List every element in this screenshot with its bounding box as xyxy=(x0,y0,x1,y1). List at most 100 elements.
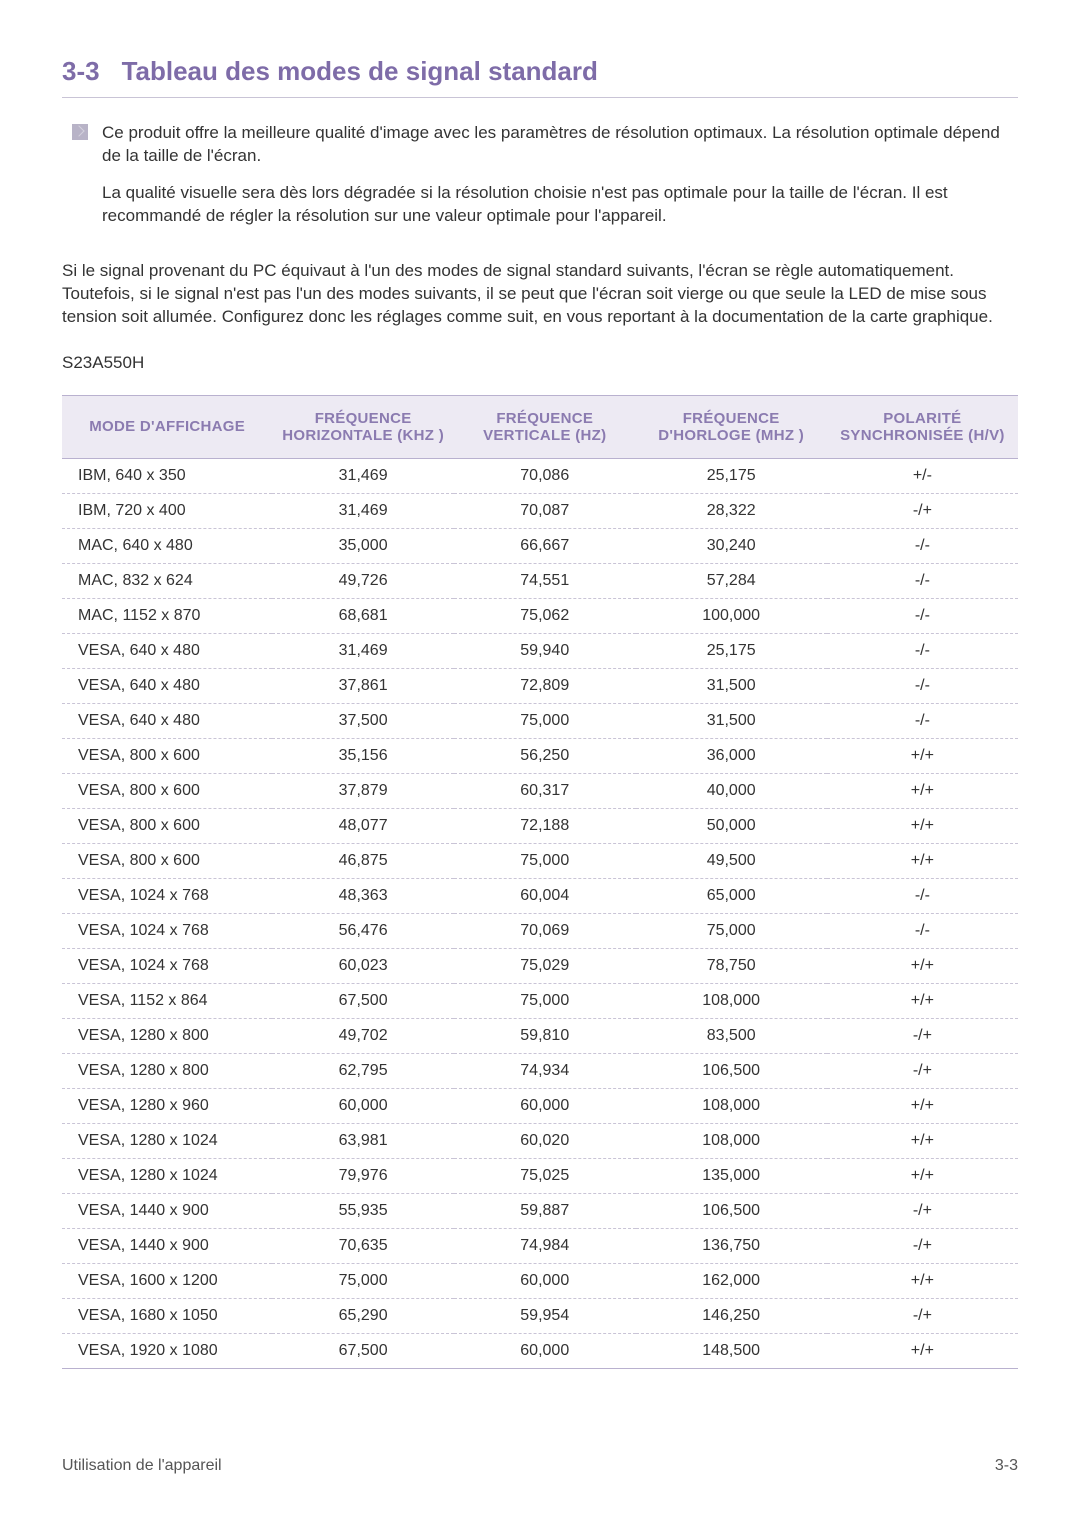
table-cell: 74,934 xyxy=(454,1053,636,1088)
table-cell: -/- xyxy=(827,668,1018,703)
table-cell: -/- xyxy=(827,528,1018,563)
table-cell: VESA, 800 x 600 xyxy=(62,773,272,808)
table-cell: 148,500 xyxy=(636,1333,827,1368)
table-cell: +/+ xyxy=(827,948,1018,983)
model-label: S23A550H xyxy=(62,353,1018,373)
table-cell: 48,077 xyxy=(272,808,454,843)
table-cell: 60,000 xyxy=(454,1088,636,1123)
table-row: VESA, 800 x 60037,87960,31740,000+/+ xyxy=(62,773,1018,808)
table-cell: 108,000 xyxy=(636,983,827,1018)
table-cell: 72,188 xyxy=(454,808,636,843)
table-cell: VESA, 1440 x 900 xyxy=(62,1228,272,1263)
table-cell: +/+ xyxy=(827,1263,1018,1298)
table-row: VESA, 1440 x 90055,93559,887106,500-/+ xyxy=(62,1193,1018,1228)
table-cell: 74,551 xyxy=(454,563,636,598)
table-cell: 59,940 xyxy=(454,633,636,668)
table-cell: 31,500 xyxy=(636,668,827,703)
table-cell: VESA, 1680 x 1050 xyxy=(62,1298,272,1333)
table-cell: 75,025 xyxy=(454,1158,636,1193)
table-cell: 28,322 xyxy=(636,493,827,528)
table-cell: 136,750 xyxy=(636,1228,827,1263)
section-number: 3-3 xyxy=(62,56,100,87)
table-row: VESA, 1024 x 76856,47670,06975,000-/- xyxy=(62,913,1018,948)
table-cell: VESA, 1280 x 1024 xyxy=(62,1123,272,1158)
table-cell: 135,000 xyxy=(636,1158,827,1193)
table-cell: 46,875 xyxy=(272,843,454,878)
table-cell: VESA, 800 x 600 xyxy=(62,843,272,878)
table-cell: 31,500 xyxy=(636,703,827,738)
table-cell: -/+ xyxy=(827,1228,1018,1263)
table-cell: 36,000 xyxy=(636,738,827,773)
table-cell: 37,500 xyxy=(272,703,454,738)
signal-table: MODE D'AFFICHAGEFRÉQUENCE HORIZONTALE (K… xyxy=(62,395,1018,1369)
table-cell: 75,000 xyxy=(454,843,636,878)
table-cell: 60,020 xyxy=(454,1123,636,1158)
table-row: VESA, 640 x 48031,46959,94025,175-/- xyxy=(62,633,1018,668)
table-row: VESA, 1280 x 80049,70259,81083,500-/+ xyxy=(62,1018,1018,1053)
table-cell: -/- xyxy=(827,598,1018,633)
table-cell: MAC, 832 x 624 xyxy=(62,563,272,598)
table-cell: VESA, 640 x 480 xyxy=(62,703,272,738)
table-cell: 59,810 xyxy=(454,1018,636,1053)
page-footer: Utilisation de l'appareil 3-3 xyxy=(62,1457,1018,1475)
table-cell: 67,500 xyxy=(272,983,454,1018)
table-row: VESA, 640 x 48037,86172,80931,500-/- xyxy=(62,668,1018,703)
table-cell: 59,887 xyxy=(454,1193,636,1228)
table-cell: -/- xyxy=(827,563,1018,598)
table-cell: 37,861 xyxy=(272,668,454,703)
table-cell: +/+ xyxy=(827,1158,1018,1193)
table-cell: 60,000 xyxy=(454,1333,636,1368)
table-row: VESA, 1152 x 86467,50075,000108,000+/+ xyxy=(62,983,1018,1018)
table-cell: 65,290 xyxy=(272,1298,454,1333)
table-row: VESA, 1024 x 76848,36360,00465,000-/- xyxy=(62,878,1018,913)
table-cell: 146,250 xyxy=(636,1298,827,1333)
table-cell: -/- xyxy=(827,633,1018,668)
table-cell: 35,000 xyxy=(272,528,454,563)
table-cell: 49,702 xyxy=(272,1018,454,1053)
table-row: VESA, 1280 x 80062,79574,934106,500-/+ xyxy=(62,1053,1018,1088)
table-row: VESA, 640 x 48037,50075,00031,500-/- xyxy=(62,703,1018,738)
table-cell: 50,000 xyxy=(636,808,827,843)
table-cell: +/- xyxy=(827,458,1018,493)
table-cell: MAC, 1152 x 870 xyxy=(62,598,272,633)
table-cell: -/+ xyxy=(827,1298,1018,1333)
table-header-row: MODE D'AFFICHAGEFRÉQUENCE HORIZONTALE (K… xyxy=(62,395,1018,458)
table-cell: 30,240 xyxy=(636,528,827,563)
table-cell: +/+ xyxy=(827,1088,1018,1123)
table-header-cell: FRÉQUENCE D'HORLOGE (MHZ ) xyxy=(636,395,827,458)
table-cell: 59,954 xyxy=(454,1298,636,1333)
note-text: Ce produit offre la meilleure qualité d'… xyxy=(102,122,1018,242)
table-cell: 108,000 xyxy=(636,1088,827,1123)
table-cell: 66,667 xyxy=(454,528,636,563)
table-cell: VESA, 1152 x 864 xyxy=(62,983,272,1018)
table-row: IBM, 640 x 35031,46970,08625,175+/- xyxy=(62,458,1018,493)
table-cell: 74,984 xyxy=(454,1228,636,1263)
table-cell: 62,795 xyxy=(272,1053,454,1088)
table-cell: 108,000 xyxy=(636,1123,827,1158)
table-cell: 40,000 xyxy=(636,773,827,808)
table-row: IBM, 720 x 40031,46970,08728,322-/+ xyxy=(62,493,1018,528)
footer-right: 3-3 xyxy=(995,1457,1018,1475)
note-block: Ce produit offre la meilleure qualité d'… xyxy=(72,122,1018,242)
table-cell: 78,750 xyxy=(636,948,827,983)
table-header-cell: FRÉQUENCE VERTICALE (HZ) xyxy=(454,395,636,458)
table-row: VESA, 1440 x 90070,63574,984136,750-/+ xyxy=(62,1228,1018,1263)
table-cell: 75,000 xyxy=(272,1263,454,1298)
footer-left: Utilisation de l'appareil xyxy=(62,1457,222,1475)
table-cell: VESA, 1920 x 1080 xyxy=(62,1333,272,1368)
table-cell: 100,000 xyxy=(636,598,827,633)
table-cell: VESA, 800 x 600 xyxy=(62,738,272,773)
table-cell: +/+ xyxy=(827,808,1018,843)
table-cell: +/+ xyxy=(827,738,1018,773)
note-paragraph-1: Ce produit offre la meilleure qualité d'… xyxy=(102,122,1018,168)
table-cell: 31,469 xyxy=(272,493,454,528)
table-cell: 70,086 xyxy=(454,458,636,493)
table-cell: VESA, 1280 x 960 xyxy=(62,1088,272,1123)
table-cell: 162,000 xyxy=(636,1263,827,1298)
section-header: 3-3 Tableau des modes de signal standard xyxy=(62,56,1018,98)
table-cell: 70,069 xyxy=(454,913,636,948)
table-row: VESA, 1920 x 108067,50060,000148,500+/+ xyxy=(62,1333,1018,1368)
table-cell: VESA, 1440 x 900 xyxy=(62,1193,272,1228)
table-row: VESA, 1280 x 102479,97675,025135,000+/+ xyxy=(62,1158,1018,1193)
table-cell: 37,879 xyxy=(272,773,454,808)
